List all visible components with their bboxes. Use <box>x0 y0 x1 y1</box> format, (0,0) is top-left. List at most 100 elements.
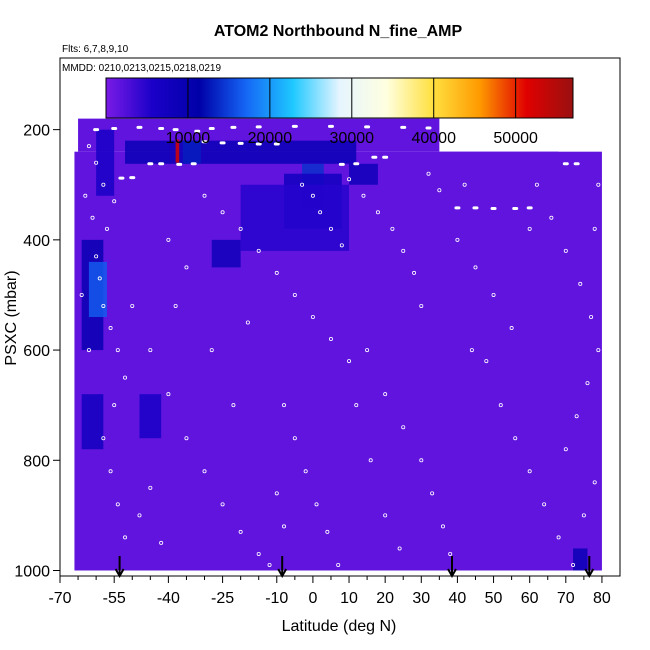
sample-point-48 <box>361 193 366 198</box>
enhanced-cell-1 <box>88 261 107 317</box>
colorbar-tick-label-3: 40000 <box>411 130 456 147</box>
sample-point-10 <box>123 375 128 380</box>
sample-point-22 <box>202 469 207 474</box>
sample-point-33 <box>310 314 315 319</box>
sample-point-90 <box>166 237 171 242</box>
sample-point-42 <box>300 182 305 187</box>
sample-point-72 <box>556 535 561 540</box>
track-mark-16 <box>237 141 244 145</box>
sample-point-59 <box>440 524 445 529</box>
sample-point-14 <box>115 502 120 507</box>
sample-point-36 <box>281 403 286 408</box>
x-tick-label-10: 50 <box>485 590 503 607</box>
sample-points <box>79 144 601 567</box>
sample-point-93 <box>159 540 164 545</box>
enhanced-cell-12 <box>573 548 588 571</box>
sample-point-4 <box>104 226 109 231</box>
track-mark-12 <box>400 125 407 129</box>
enhanced-cell-5 <box>175 139 180 163</box>
track-mark-14 <box>201 140 208 144</box>
sample-point-51 <box>401 248 406 253</box>
sample-point-54 <box>365 348 370 353</box>
sample-point-20 <box>166 392 171 397</box>
sample-point-64 <box>473 265 478 270</box>
sample-point-78 <box>589 314 594 319</box>
sample-point-23 <box>220 502 225 507</box>
y-tick-label-4: 1000 <box>14 563 50 580</box>
sample-point-92 <box>173 303 178 308</box>
enhanced-cell-11 <box>139 394 162 439</box>
colorbar <box>105 77 574 119</box>
track-mark-13 <box>425 126 432 130</box>
sample-point-15 <box>123 535 128 540</box>
sample-point-80 <box>585 381 590 386</box>
y-tick-label-3: 800 <box>23 453 50 470</box>
sample-point-8 <box>108 326 113 331</box>
chart-title: ATOM2 Northbound N_fine_AMP <box>214 23 463 40</box>
sample-point-30 <box>256 248 261 253</box>
plot-frame <box>59 57 621 577</box>
sample-point-41 <box>336 562 341 567</box>
track-mark-29 <box>454 206 461 210</box>
track-mark-15 <box>219 141 226 145</box>
enhanced-cell-6 <box>349 163 378 185</box>
sample-point-16 <box>137 513 142 518</box>
sample-point-74 <box>534 182 539 187</box>
track-mark-22 <box>158 162 165 166</box>
sample-point-95 <box>231 403 236 408</box>
track-mark-34 <box>562 162 569 166</box>
sample-point-2 <box>101 182 106 187</box>
sample-point-34 <box>328 337 333 342</box>
sample-point-19 <box>148 348 153 353</box>
sample-point-5 <box>94 254 99 259</box>
track-mark-30 <box>472 206 479 210</box>
track-mark-3 <box>158 127 165 131</box>
sample-point-0 <box>86 144 91 149</box>
sample-point-106 <box>90 215 95 220</box>
colorbar-bar <box>105 77 574 119</box>
sample-point-87 <box>527 226 532 231</box>
sample-point-32 <box>292 292 297 297</box>
sample-point-91 <box>184 265 189 270</box>
sample-point-25 <box>256 551 261 556</box>
x-tick-label-2: -40 <box>157 590 180 607</box>
x-tick-label-13: 80 <box>593 590 611 607</box>
track-mark-25 <box>338 162 345 166</box>
track-mark-5 <box>194 129 201 133</box>
track-mark-20 <box>129 176 136 180</box>
x-tick-label-0: -70 <box>48 590 71 607</box>
flights-label: Flts: 6,7,8,9,10 <box>62 44 129 55</box>
heatmap-field <box>74 118 602 571</box>
y-axis-label: PSXC (mbar) <box>3 270 20 365</box>
colorbar-tick-label-4: 50000 <box>493 130 538 147</box>
sample-point-46 <box>339 243 344 248</box>
sample-point-3 <box>112 199 117 204</box>
track-mark-0 <box>93 128 100 132</box>
sample-point-53 <box>419 303 424 308</box>
sample-point-65 <box>491 292 496 297</box>
x-tick-label-9: 40 <box>449 590 467 607</box>
y-tick-label-1: 400 <box>23 233 50 250</box>
x-tick-label-11: 60 <box>521 590 539 607</box>
sample-point-40 <box>325 529 330 534</box>
sample-point-71 <box>542 502 547 507</box>
sample-point-86 <box>592 226 597 231</box>
sample-point-1 <box>94 160 99 165</box>
dates-label: MMDD: 0210,0213,0215,0218,0219 <box>62 63 221 74</box>
enhanced-cell-10 <box>81 394 104 450</box>
sample-point-31 <box>274 270 279 275</box>
track-mark-18 <box>273 142 280 146</box>
colorbar-tick-label-0: 10000 <box>166 130 211 147</box>
track-mark-23 <box>176 162 183 166</box>
sample-point-82 <box>563 447 568 452</box>
sample-point-35 <box>347 359 352 364</box>
sample-point-52 <box>412 270 417 275</box>
track-mark-17 <box>255 142 262 146</box>
sample-point-29 <box>238 226 243 231</box>
y-axis: 200 400 600 800 1000 <box>14 123 60 580</box>
x-tick-label-12: 70 <box>557 590 575 607</box>
enhanced-cell-13 <box>240 184 350 251</box>
sample-point-66 <box>509 326 514 331</box>
sample-point-12 <box>101 436 106 441</box>
